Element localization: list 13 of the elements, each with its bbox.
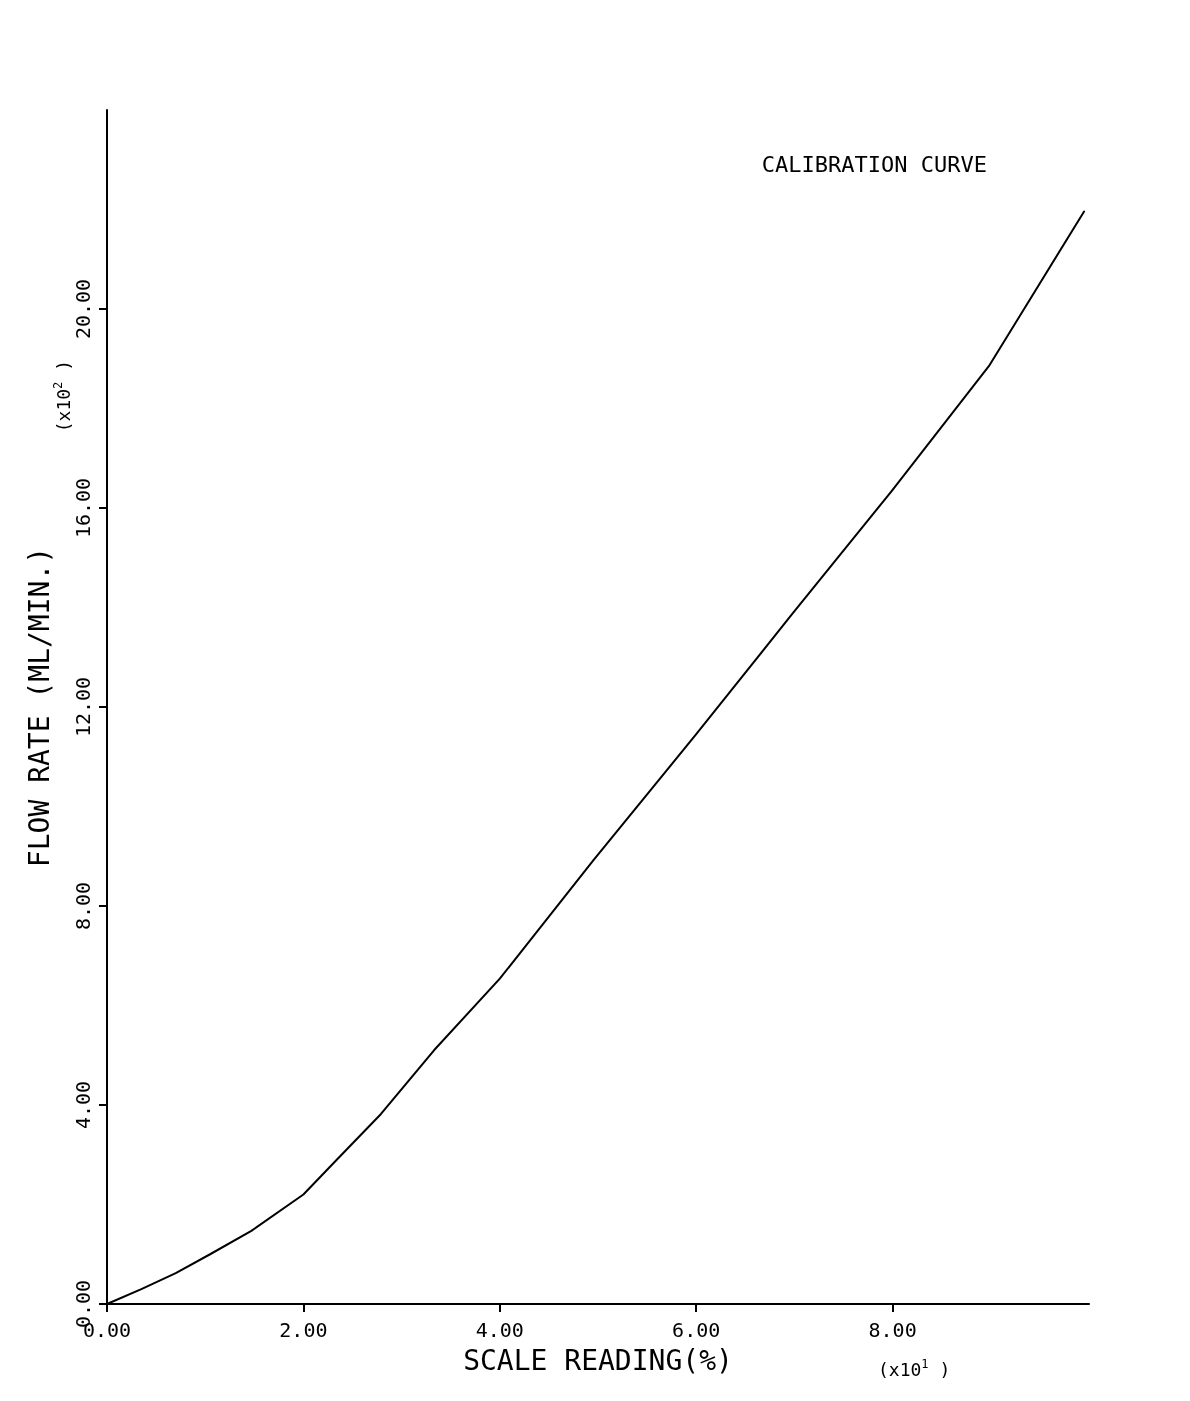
text: (x102 )	[51, 359, 74, 433]
y-tick-label: 20.00	[71, 278, 95, 340]
text: CALIBRATION CURVE	[761, 151, 987, 177]
x-axis-title: SCALE READING(%)	[463, 1343, 733, 1377]
x-tick-label: 6.00	[672, 1318, 721, 1342]
x-tick-label: 4.00	[475, 1318, 524, 1342]
y-tick-label: 12.00	[71, 676, 95, 738]
y-tick-label: 16.00	[71, 477, 95, 539]
x-tick-label: 8.00	[868, 1318, 917, 1342]
y-tick-label: 4.00	[71, 1080, 95, 1130]
y-axis-title: FLOW RATE (ML/MIN.)	[22, 546, 56, 868]
x-tick-label: 2.00	[279, 1318, 328, 1342]
y-tick-label: 8.00	[71, 881, 95, 931]
